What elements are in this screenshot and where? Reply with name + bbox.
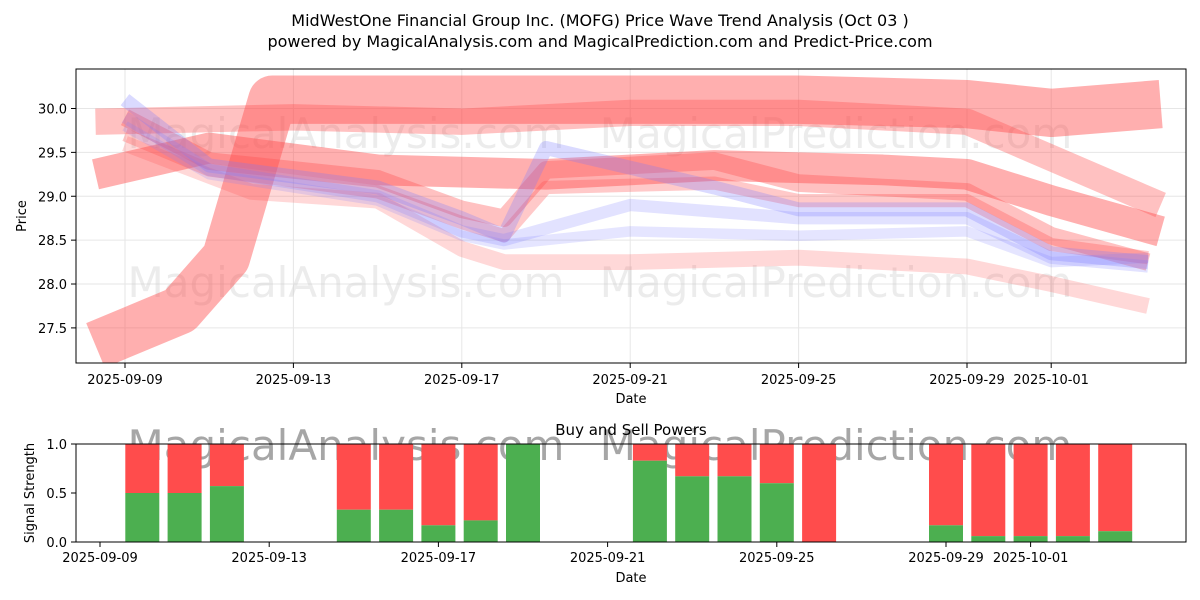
sell-bar [717,444,752,477]
watermark-text: MagicalPrediction.com [600,109,1073,158]
buy-bar [336,509,371,542]
y-tick-label: 30.0 [38,102,67,117]
x-tick-label: 2025-10-01 [993,551,1069,566]
x-tick-label: 2025-09-25 [761,373,837,388]
x-tick-label: 2025-09-17 [401,551,477,566]
watermark-text: MagicalAnalysis.com [128,258,565,307]
buy-bar [463,520,498,542]
wave-band-red-2 [95,99,1166,218]
buy-bar [675,476,710,542]
y-tick-label: 0.5 [46,487,67,502]
wave-band-red-5 [122,136,1150,314]
sell-bar [125,444,160,493]
sell-bar [632,444,667,461]
x-axis-label: Date [615,571,646,586]
buy-bar [971,536,1006,542]
buy-bar [717,476,752,542]
sell-bar [971,444,1006,537]
wave-band-blue-6 [120,94,1149,270]
y-axis-label: Signal Strength [23,443,38,543]
buy-sell-panel: MagicalAnalysis.comMagicalPrediction.com… [23,421,1187,586]
y-tick-label: 29.5 [38,146,67,161]
x-tick-label: 2025-09-29 [908,551,984,566]
sell-bar [929,444,963,526]
main-axes-frame [75,68,1187,364]
watermark-text: MagicalAnalysis.com [128,109,565,158]
buy-bar [167,493,202,542]
buy-bar [759,483,794,542]
sell-bar [421,444,456,526]
x-axis-label: Date [615,392,646,407]
buy-bar [1055,536,1090,542]
wave-band-red-3 [120,109,1151,271]
chart-title-line1: MidWestOne Financial Group Inc. (MOFG) P… [291,11,908,30]
sub-chart-title: Buy and Sell Powers [555,421,707,439]
buy-bar [1013,536,1048,542]
price-wave-panel: MagicalAnalysis.com MagicalPrediction.com… [15,68,1187,407]
sell-bar [209,444,244,487]
wave-band-red-4 [122,128,1149,265]
x-tick-label: 2025-09-13 [256,373,332,388]
watermark-text: MagicalPrediction.com [600,258,1073,307]
y-axis-label: Price [15,200,30,232]
buy-bar [421,525,456,542]
y-tick-label: 28.5 [38,234,67,249]
wave-band-blue-8 [122,121,1149,268]
y-tick-label: 28.0 [38,278,67,293]
wave-band-blue-7 [121,112,1149,273]
wave-band-red-0 [86,75,1163,363]
sell-bar [1013,444,1048,537]
sell-bar [802,444,837,542]
x-tick-label: 2025-09-25 [739,551,815,566]
y-tick-label: 0.0 [46,536,67,551]
x-tick-label: 2025-10-01 [1013,373,1089,388]
sell-bar [463,444,498,521]
y-tick-label: 1.0 [46,438,67,453]
x-tick-label: 2025-09-17 [424,373,500,388]
y-tick-label: 29.0 [38,190,67,205]
x-tick-label: 2025-09-21 [570,551,646,566]
sell-bar [1098,444,1133,532]
sell-bar [336,444,371,510]
buy-bar [125,493,160,542]
chart-title-line2: powered by MagicalAnalysis.com and Magic… [267,32,932,51]
sell-bar [379,444,414,510]
x-tick-label: 2025-09-21 [592,373,668,388]
y-tick-label: 27.5 [38,322,67,337]
x-tick-label: 2025-09-09 [62,551,138,566]
sell-bar [167,444,202,493]
sell-bar [1055,444,1090,537]
buy-bar [1098,531,1133,542]
x-tick-label: 2025-09-09 [87,373,163,388]
buy-bar [379,509,414,542]
sell-bar [759,444,794,484]
x-tick-label: 2025-09-13 [231,551,307,566]
buy-bar [929,525,963,542]
buy-bar [632,460,667,542]
sell-bar [675,444,710,477]
buy-bar [209,486,244,542]
wave-bands [86,75,1166,363]
wave-band-red-1 [92,132,1165,247]
x-tick-label: 2025-09-29 [929,373,1005,388]
buy-bar [506,444,540,542]
